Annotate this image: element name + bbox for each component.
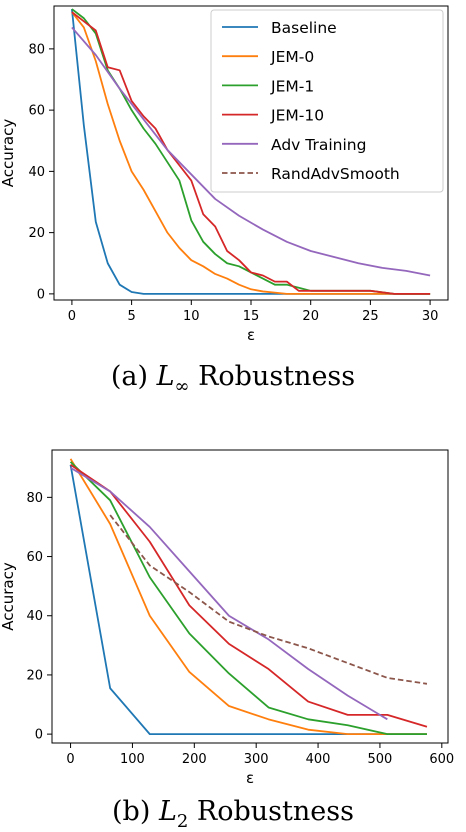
caption-math-base: L bbox=[158, 796, 177, 827]
legend-label-jem-0: JEM-0 bbox=[270, 48, 314, 66]
x-tick-label: 400 bbox=[306, 752, 331, 767]
y-tick-label: 20 bbox=[26, 668, 43, 683]
y-tick-label: 20 bbox=[28, 226, 45, 241]
x-tick-label: 5 bbox=[127, 309, 135, 324]
x-tick-label: 20 bbox=[302, 309, 319, 324]
series-line-jem-0 bbox=[69, 458, 427, 736]
y-tick-label: 0 bbox=[37, 287, 45, 302]
legend-box bbox=[210, 9, 444, 193]
x-tick-label: 30 bbox=[422, 309, 439, 324]
x-tick-label: 600 bbox=[429, 752, 454, 767]
caption-math-subscript: ∞ bbox=[175, 376, 190, 397]
x-tick-label: 200 bbox=[182, 752, 207, 767]
series-line-adv-training bbox=[71, 26, 431, 277]
legend-label-jem-1: JEM-1 bbox=[270, 77, 314, 95]
caption-math-base: L bbox=[156, 361, 175, 392]
legend-label-randadvsmooth: RandAdvSmooth bbox=[271, 165, 400, 183]
y-tick-label: 0 bbox=[35, 728, 43, 743]
y-tick-label: 60 bbox=[28, 104, 45, 119]
panel-linf-robustness: 0 5 10 15 20 25 30 0 20 40 60 80 ε Accuracy Baseline JE… bbox=[0, 5, 449, 397]
x-tick-label: 500 bbox=[368, 752, 393, 767]
x-tick-label: 0 bbox=[66, 752, 74, 767]
y-tick-label: 80 bbox=[28, 42, 45, 57]
x-tick-label: 10 bbox=[183, 309, 200, 324]
panel-caption: (b) L2 Robustness bbox=[112, 796, 354, 832]
series-line-adv-training bbox=[70, 466, 388, 721]
x-tick-label: 25 bbox=[362, 309, 379, 324]
caption-suffix: Robustness bbox=[190, 361, 356, 392]
series-line-jem-0 bbox=[71, 11, 431, 295]
panel-caption: (a) L∞ Robustness bbox=[111, 361, 355, 397]
legend-label-baseline: Baseline bbox=[271, 19, 337, 37]
x-axis-label: ε bbox=[246, 769, 254, 787]
y-tick-label: 80 bbox=[26, 491, 43, 506]
series-line-jem-10 bbox=[71, 11, 431, 295]
x-tick-label: 0 bbox=[68, 309, 76, 324]
series-line-jem-10 bbox=[70, 464, 428, 728]
legend-label-jem-10: JEM-10 bbox=[270, 107, 324, 125]
x-tick-label: 100 bbox=[120, 752, 145, 767]
y-tick-label: 40 bbox=[26, 609, 43, 624]
caption-suffix: Robustness bbox=[188, 796, 354, 827]
y-tick-label: 60 bbox=[26, 550, 43, 565]
series-line-randadvsmooth bbox=[109, 514, 428, 685]
caption-math-subscript: 2 bbox=[177, 811, 188, 832]
caption-prefix: (b) bbox=[112, 796, 159, 827]
legend-label-adv-training: Adv Training bbox=[271, 136, 366, 154]
y-axis-label: Accuracy bbox=[0, 562, 17, 631]
x-tick-label: 300 bbox=[244, 752, 269, 767]
x-axis-label: ε bbox=[247, 326, 255, 344]
series-line-jem-1 bbox=[69, 461, 427, 736]
panel-l2-robustness: 0 100 200 300 400 500 600 0 20 40 60 80 ε Accuracy (b)… bbox=[0, 449, 454, 832]
y-tick-label: 40 bbox=[28, 165, 45, 180]
x-tick-label: 15 bbox=[243, 309, 260, 324]
caption-prefix: (a) bbox=[111, 361, 157, 392]
y-axis-label: Accuracy bbox=[0, 119, 17, 188]
axes-frame bbox=[51, 449, 449, 744]
